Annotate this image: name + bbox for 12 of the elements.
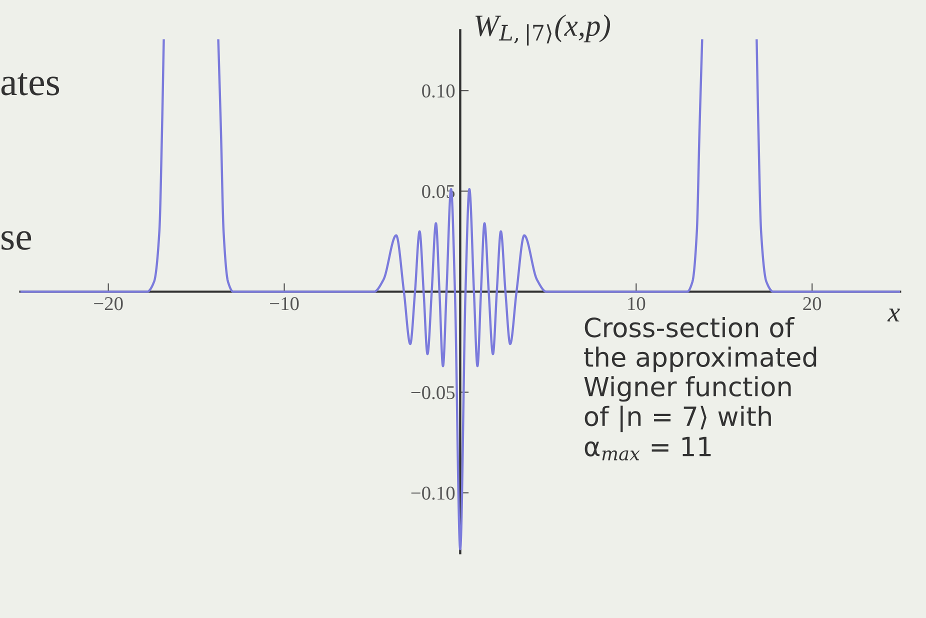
annotation: Cross-section of the approximated Wigner function of |n = 7⟩ with α$_{max}$ = 11 <box>584 317 816 461</box>
x-tick-label: −20 <box>94 297 123 310</box>
x-tick-label: 10 <box>628 297 646 310</box>
y-tick-label: −0.05 <box>411 386 455 400</box>
y-tick-label: −0.10 <box>411 486 455 500</box>
x-tick-label: 20 <box>803 297 822 310</box>
annotation: se <box>2 231 32 250</box>
x-tick-label: −10 <box>270 297 299 310</box>
y-axis-title: W$_{L,|7⟩}$(x,p) <box>475 14 610 46</box>
y-tick-label: 0.10 <box>422 84 455 98</box>
annotation: ates <box>1 73 60 96</box>
x-axis-title: x <box>887 308 900 322</box>
